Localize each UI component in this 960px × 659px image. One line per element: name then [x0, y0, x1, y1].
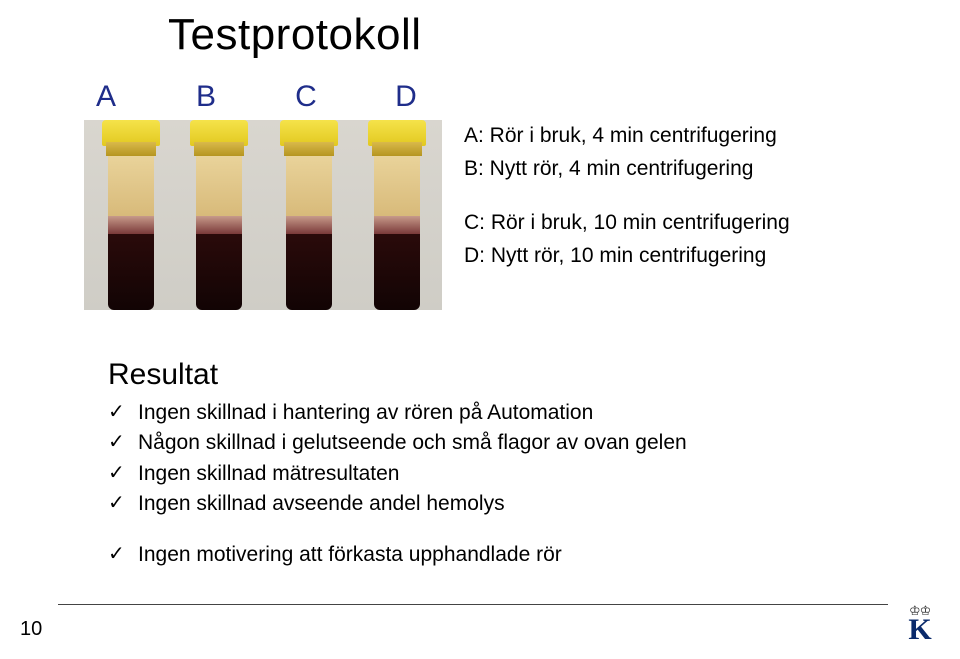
result-text: Någon skillnad i gelutseende och små fla…: [138, 428, 687, 458]
result-text: Ingen skillnad avseende andel hemolys: [138, 489, 505, 519]
check-icon: ✓: [108, 428, 138, 457]
label-a: A: [94, 80, 118, 114]
check-icon: ✓: [108, 398, 138, 427]
label-b: B: [194, 80, 218, 114]
results-heading: Resultat: [108, 358, 218, 392]
result-spacer: [108, 520, 687, 540]
check-icon: ✓: [108, 489, 138, 518]
label-c: C: [294, 80, 318, 114]
result-text: Ingen motivering att förkasta upphandlad…: [138, 540, 562, 570]
logo-letter: K: [900, 613, 940, 647]
result-item: ✓ Ingen motivering att förkasta upphandl…: [108, 540, 687, 570]
check-icon: ✓: [108, 540, 138, 569]
tube-c: [274, 120, 344, 310]
logo: ♔♔ K: [900, 603, 940, 647]
label-d: D: [394, 80, 418, 114]
caption-c: C: Rör i bruk, 10 min centrifugering: [464, 207, 790, 240]
result-item: ✓ Ingen skillnad avseende andel hemolys: [108, 489, 687, 519]
tube-labels-row: A B C D: [94, 80, 418, 114]
page-number: 10: [20, 618, 42, 641]
tubes-photo: [84, 120, 442, 310]
tube-d: [362, 120, 432, 310]
caption-a: A: Rör i bruk, 4 min centrifugering: [464, 120, 790, 153]
caption-d: D: Nytt rör, 10 min centrifugering: [464, 240, 790, 273]
page-title: Testprotokoll: [168, 10, 422, 60]
tube-b: [184, 120, 254, 310]
caption-b: B: Nytt rör, 4 min centrifugering: [464, 153, 790, 186]
tube-a: [96, 120, 166, 310]
results-list: ✓ Ingen skillnad i hantering av rören på…: [108, 398, 687, 570]
result-item: ✓ Ingen skillnad i hantering av rören på…: [108, 398, 687, 428]
result-item: ✓ Ingen skillnad mätresultaten: [108, 459, 687, 489]
result-text: Ingen skillnad mätresultaten: [138, 459, 400, 489]
result-item: ✓ Någon skillnad i gelutseende och små f…: [108, 428, 687, 458]
footer-divider: [58, 604, 888, 605]
caption-spacer: [464, 185, 790, 207]
result-text: Ingen skillnad i hantering av rören på A…: [138, 398, 593, 428]
caption-list: A: Rör i bruk, 4 min centrifugering B: N…: [464, 120, 790, 272]
check-icon: ✓: [108, 459, 138, 488]
